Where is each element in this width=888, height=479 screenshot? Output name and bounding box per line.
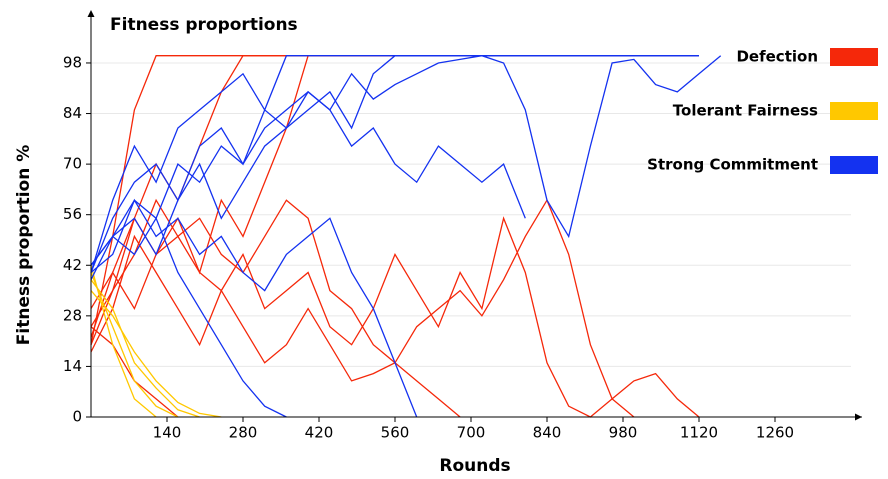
y-axis-label: Fitness proportion % — [14, 145, 34, 346]
x-tick-label: 420 — [305, 424, 334, 442]
series-line — [90, 55, 722, 273]
series-line — [90, 290, 222, 418]
y-tick-label: 84 — [63, 104, 82, 122]
series-line — [90, 55, 699, 266]
y-axis-arrow — [87, 10, 95, 17]
series-line — [90, 265, 157, 418]
legend-label: Tolerant Fairness — [673, 102, 818, 120]
series-line — [90, 55, 699, 345]
series-line — [90, 91, 526, 280]
y-tick-label: 28 — [63, 306, 82, 324]
x-axis-arrow — [855, 413, 862, 421]
y-tick-label: 56 — [63, 205, 82, 223]
x-tick-label: 700 — [457, 424, 486, 442]
x-tick-label: 280 — [229, 424, 258, 442]
plot-area — [90, 55, 722, 418]
legend-swatch — [830, 102, 878, 120]
x-tick-label: 560 — [381, 424, 410, 442]
y-tick-label: 0 — [72, 408, 82, 426]
series-line — [90, 272, 179, 418]
y-tick-label: 98 — [63, 53, 82, 71]
legend-swatch — [830, 156, 878, 174]
series-line — [90, 234, 461, 418]
y-tick-label: 14 — [63, 357, 82, 375]
series-line — [90, 198, 418, 418]
legend-label: Strong Commitment — [647, 156, 818, 174]
series-line — [90, 198, 635, 418]
series-line — [90, 216, 700, 418]
x-tick-label: 1120 — [680, 424, 718, 442]
legend-swatch — [830, 48, 878, 66]
series-line — [90, 279, 200, 418]
x-axis-label: Rounds — [439, 456, 510, 476]
x-tick-label: 1260 — [756, 424, 794, 442]
y-tick-label: 70 — [63, 155, 82, 173]
legend-label: Defection — [736, 48, 818, 66]
series-line — [90, 216, 287, 418]
x-tick-label: 140 — [153, 424, 182, 442]
x-tick-label: 980 — [609, 424, 638, 442]
chart-title: Fitness proportions — [110, 15, 298, 35]
y-tick-label: 42 — [63, 256, 82, 274]
series-line — [90, 326, 179, 418]
x-tick-label: 840 — [533, 424, 562, 442]
series-line — [90, 55, 699, 338]
